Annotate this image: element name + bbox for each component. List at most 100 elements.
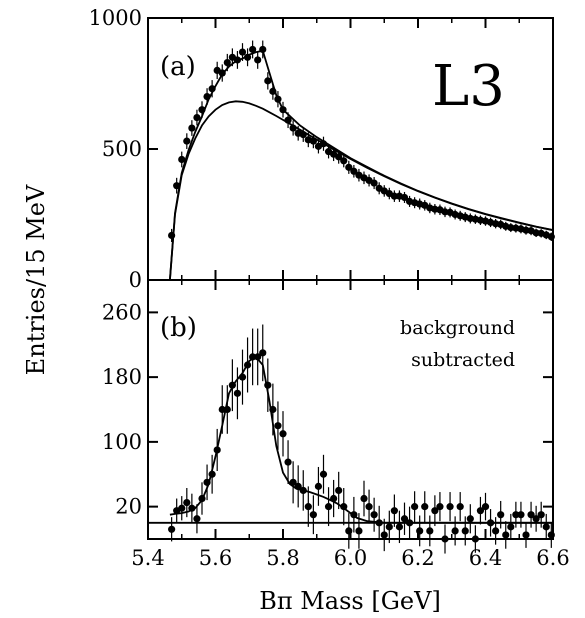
panel-a: (a) L3 0 500 1000 [89, 6, 555, 292]
data-point [279, 430, 287, 438]
data-point [178, 155, 186, 164]
panel-a-curves [169, 49, 554, 281]
data-point [360, 494, 368, 503]
data-point [431, 507, 439, 515]
data-point [208, 470, 216, 478]
data-point [259, 45, 267, 54]
x-tick-label: 5.4 [131, 546, 164, 570]
data-point [461, 527, 469, 535]
data-point [466, 515, 474, 523]
background-fit-curve [169, 100, 554, 281]
data-point [532, 515, 540, 523]
data-point [441, 535, 449, 543]
data-point [178, 504, 186, 512]
data-point [259, 349, 267, 357]
data-point [400, 515, 409, 523]
data-point [249, 353, 257, 361]
data-point [330, 494, 338, 503]
data-point [471, 535, 479, 543]
data-point [512, 511, 520, 519]
data-point [228, 381, 236, 389]
data-point [486, 519, 495, 527]
data-point [233, 389, 242, 397]
panel-b-ticks: 20 100 180 260 [102, 280, 554, 539]
total-fit-curve [169, 49, 554, 281]
y-tick-label: 260 [102, 300, 142, 324]
data-point [289, 478, 297, 486]
panel-a-label: (a) [160, 52, 196, 82]
data-point [426, 527, 434, 535]
data-point [264, 77, 272, 85]
data-point [203, 478, 211, 486]
panel-b-curves [148, 355, 553, 524]
data-point [395, 523, 404, 531]
data-point [183, 137, 191, 145]
data-point [345, 163, 353, 171]
panel-b: (b) background subtracted 20 100 180 260 [102, 279, 555, 554]
data-point [542, 523, 550, 531]
y-tick-label: 100 [102, 430, 142, 454]
data-point [421, 503, 429, 511]
data-point [319, 470, 328, 478]
x-tick-label: 6.2 [401, 546, 434, 570]
data-point [416, 527, 424, 535]
data-point [522, 531, 530, 539]
data-point [223, 58, 231, 67]
data-point [254, 56, 262, 64]
data-point [497, 511, 505, 519]
data-point [299, 486, 307, 495]
data-point [350, 167, 358, 175]
x-tick-label: 6.0 [334, 546, 367, 570]
data-point [218, 405, 226, 414]
data-point [274, 422, 282, 430]
data-point [345, 527, 353, 535]
data-point [547, 233, 555, 241]
data-point [411, 503, 419, 511]
data-point [243, 361, 252, 369]
data-point [168, 525, 176, 533]
data-point [238, 48, 247, 56]
data-point [183, 498, 191, 507]
data-point [340, 503, 348, 511]
annotation-line-1: background [400, 317, 515, 339]
data-point [309, 137, 317, 145]
data-point [304, 503, 312, 511]
data-point [309, 511, 317, 519]
experiment-label: L3 [432, 54, 505, 119]
data-point [254, 353, 262, 361]
data-point [476, 507, 485, 515]
data-point [208, 85, 216, 93]
data-point [238, 373, 247, 381]
data-point [390, 192, 398, 200]
x-tick-label: 5.8 [266, 546, 299, 570]
data-point [370, 511, 378, 519]
y-axis-title: Entries/15 MeV [22, 184, 50, 375]
data-point [173, 182, 181, 190]
y-tick-label: 500 [102, 137, 142, 161]
x-axis-title: Bπ Mass [GeV] [259, 587, 441, 615]
data-point [188, 504, 196, 512]
x-tick-label: 6.4 [469, 546, 502, 570]
data-point [335, 486, 343, 495]
data-point [502, 531, 510, 539]
data-point [289, 124, 297, 132]
y-tick-label: 0 [129, 268, 142, 292]
data-point [284, 458, 292, 466]
data-point [218, 69, 226, 77]
data-point [324, 503, 333, 511]
y-tick-label: 20 [115, 495, 142, 519]
data-point [269, 87, 277, 95]
data-point [436, 503, 444, 511]
data-point [198, 106, 206, 114]
data-point [350, 511, 358, 519]
data-point [390, 507, 398, 515]
data-point [355, 527, 363, 535]
data-point [456, 503, 464, 511]
data-point [294, 482, 302, 490]
panel-b-points [168, 324, 555, 554]
data-point [274, 95, 282, 103]
data-point [492, 527, 500, 535]
annotation-line-2: subtracted [411, 349, 515, 371]
data-point [203, 93, 211, 101]
data-point [233, 56, 242, 64]
